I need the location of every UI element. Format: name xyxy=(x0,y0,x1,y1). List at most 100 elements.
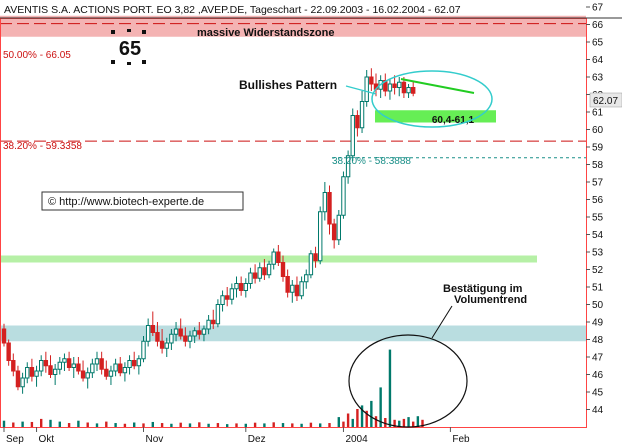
candle-body xyxy=(220,295,225,305)
candle xyxy=(127,355,132,375)
candle-body xyxy=(29,367,35,377)
volume-ellipse xyxy=(348,334,468,428)
volume-bar xyxy=(123,423,127,427)
candle xyxy=(20,372,25,394)
volume-bar xyxy=(416,416,420,427)
y-tick-label: 53 xyxy=(592,248,604,259)
candle xyxy=(280,255,286,282)
volume-arrow xyxy=(431,305,453,339)
candle xyxy=(57,357,62,375)
volume-bar xyxy=(49,419,52,427)
candle-body xyxy=(113,363,118,372)
resistance-zone-label: massive Widerstandszone xyxy=(197,27,334,39)
volume-bar xyxy=(77,420,80,427)
y-tick-label: 63 xyxy=(592,73,604,84)
y-tick-label: 66 xyxy=(592,20,604,31)
pattern-ellipse xyxy=(371,70,493,128)
candle-body xyxy=(280,262,286,277)
candle-body xyxy=(215,304,221,325)
candles xyxy=(1,68,416,394)
candle xyxy=(173,322,179,342)
candle xyxy=(52,364,58,385)
fib-label-382-lower: 38.20% - 58.3888 xyxy=(332,156,411,167)
candle-body xyxy=(336,214,342,241)
fib-label-50: 50.00% - 66.05 xyxy=(3,50,71,61)
volume-bar xyxy=(21,421,24,427)
candle xyxy=(238,276,244,296)
chart-title: AVENTIS S.A. ACTIONS PORT. EO 3,82 ,AVEP… xyxy=(4,4,461,16)
y-tick-label: 61 xyxy=(592,108,604,119)
volume-bar xyxy=(151,421,154,427)
candle-body xyxy=(411,87,416,94)
candle-body xyxy=(108,370,114,377)
candle xyxy=(276,245,281,266)
candle xyxy=(234,276,239,298)
candle xyxy=(66,351,72,371)
candle-body xyxy=(122,367,128,374)
candle-body xyxy=(257,267,262,279)
candle xyxy=(341,171,346,219)
candle-body xyxy=(1,328,7,344)
candle xyxy=(387,78,393,100)
volume-bar xyxy=(421,419,424,427)
candle-body xyxy=(25,367,30,379)
candle-body xyxy=(201,328,207,335)
candle-body xyxy=(118,363,123,374)
candle-body xyxy=(173,328,179,335)
candle-body xyxy=(211,319,216,325)
candle xyxy=(225,287,230,307)
candle xyxy=(94,351,100,371)
candle-body xyxy=(252,272,258,279)
candle xyxy=(6,339,11,366)
candle-body xyxy=(71,363,76,368)
candle-body xyxy=(290,284,295,293)
candle-body xyxy=(192,330,197,337)
y-tick-label: 44 xyxy=(592,405,604,416)
candle-body xyxy=(11,360,16,372)
volume-bar xyxy=(253,422,257,427)
candle xyxy=(359,91,365,133)
candle xyxy=(187,330,193,349)
pattern-trendline xyxy=(400,78,475,94)
y-tick-label: 47 xyxy=(592,353,604,364)
y-tick-label: 65 xyxy=(592,38,604,49)
volume-bar xyxy=(388,349,392,427)
pattern-label: Bullishes Pattern xyxy=(239,78,337,92)
candle-body xyxy=(355,115,360,129)
candle xyxy=(355,110,360,137)
volume-bar xyxy=(319,423,322,427)
candle-body xyxy=(48,365,53,375)
candle xyxy=(308,250,314,279)
candle-body xyxy=(62,358,67,363)
candle-body xyxy=(178,328,183,337)
candle xyxy=(373,73,379,97)
y-tick-label: 48 xyxy=(592,335,604,346)
candle xyxy=(132,351,137,370)
volume-bar xyxy=(360,405,364,427)
candle-body xyxy=(225,295,230,300)
volume-bar xyxy=(105,421,108,427)
candle xyxy=(294,276,300,301)
candle xyxy=(145,318,151,347)
y-tick-label: 64 xyxy=(592,55,604,66)
candle xyxy=(392,75,397,95)
candle-body xyxy=(132,360,137,367)
volume-bar xyxy=(402,418,406,427)
candle-body xyxy=(136,358,142,367)
candle xyxy=(262,259,267,280)
candle-body xyxy=(318,211,323,262)
candle-body xyxy=(159,340,165,349)
volume-bar xyxy=(365,410,368,427)
candle xyxy=(243,278,249,298)
volume-bar xyxy=(309,422,313,427)
volume-bar xyxy=(58,421,61,427)
volume-bar xyxy=(342,421,345,427)
volume-bar xyxy=(86,422,89,427)
candle-body xyxy=(234,283,239,290)
candle-body xyxy=(331,223,337,241)
x-tick-label: Dez xyxy=(248,434,266,445)
candle-body xyxy=(369,76,374,85)
volume-bar xyxy=(356,409,359,427)
volume-bar xyxy=(179,422,182,427)
candle-body xyxy=(187,335,193,342)
